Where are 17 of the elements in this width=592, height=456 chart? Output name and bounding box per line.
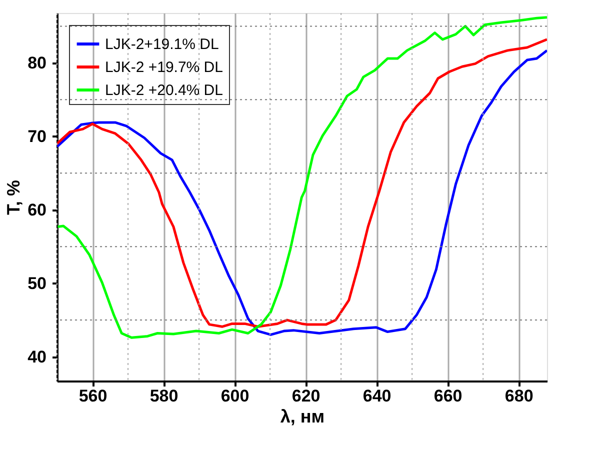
legend-label: LJK-2 +19.7% DL xyxy=(105,59,223,76)
x-tick-label: 560 xyxy=(78,386,108,406)
x-tick-label: 640 xyxy=(362,386,392,406)
legend-label: LJK-2+19.1% DL xyxy=(105,36,219,53)
x-tick-label: 620 xyxy=(292,386,320,406)
y-tick-label: 60 xyxy=(28,200,46,220)
x-tick-label: 580 xyxy=(150,386,178,406)
y-tick-label: 70 xyxy=(28,126,46,146)
x-tick-label: 600 xyxy=(220,386,250,406)
y-tick-label: 50 xyxy=(28,274,46,293)
y-tick-label: 40 xyxy=(28,347,46,366)
x-axis-title: λ, нм xyxy=(280,406,325,426)
y-tick-label: 80 xyxy=(28,53,46,72)
legend-label: LJK-2 +20.4% DL xyxy=(105,82,223,99)
x-tick-label: 660 xyxy=(434,386,462,406)
y-axis-title: T, % xyxy=(4,180,24,216)
x-tick-label: 680 xyxy=(504,386,534,406)
